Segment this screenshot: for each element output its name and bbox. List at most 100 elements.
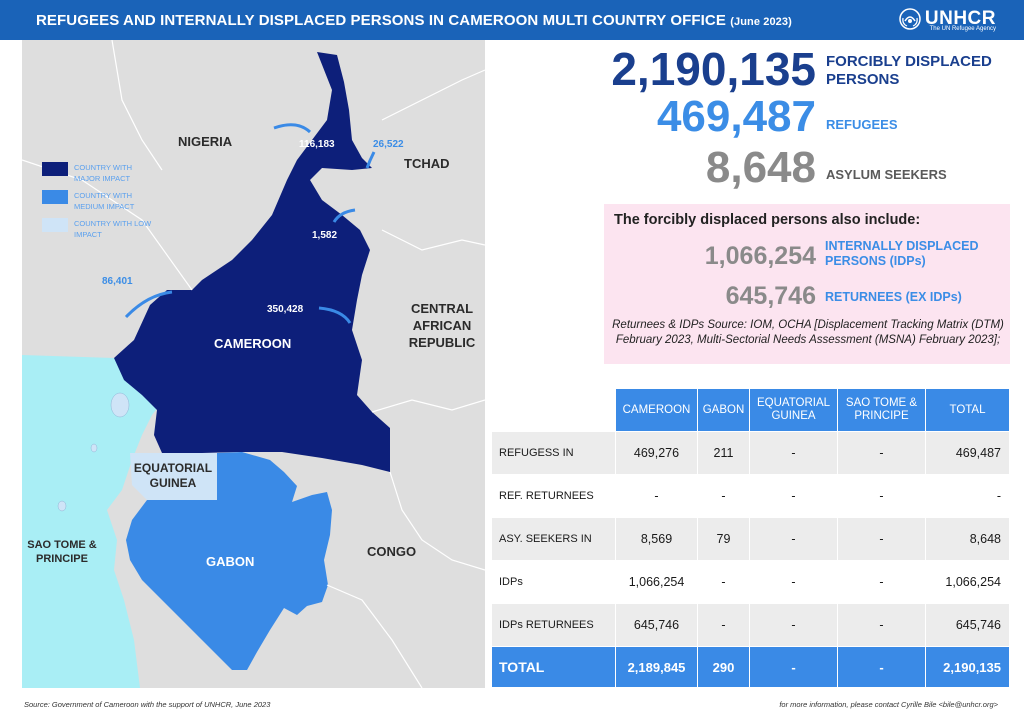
label-cameroon: CAMEROON	[214, 336, 292, 351]
idps-label: INTERNALLY DISPLACED PERSONS (IDPs)	[825, 239, 979, 268]
table-cell: -	[749, 474, 838, 518]
page-title: REFUGEES AND INTERNALLY DISPLACED PERSON…	[36, 12, 792, 29]
col-header-cameroon: CAMEROON	[615, 388, 698, 432]
table-cell: -	[697, 474, 750, 518]
table-cell: -	[749, 517, 838, 561]
flow-value-tchad: 26,522	[373, 139, 404, 150]
row-label: REF. RETURNEES	[491, 474, 616, 518]
flow-arrow-north	[332, 208, 356, 223]
flow-arrow-far-north	[273, 123, 312, 134]
col-header-total: TOTAL	[925, 388, 1010, 432]
equatorial-guinea-shape	[130, 453, 217, 500]
sao-tome-island	[57, 500, 67, 512]
unhcr-emblem-icon	[899, 8, 921, 30]
label-equatorial-guinea: EQUATORIAL GUINEA	[133, 461, 213, 490]
table-cell: 2,190,135	[925, 646, 1010, 688]
flow-arrow-west	[124, 290, 173, 319]
label-car: CENTRAL AFRICAN REPUBLIC	[408, 301, 476, 350]
table-cell: -	[749, 560, 838, 604]
table-total-row: TOTAL 2,189,845 290 - - 2,190,135	[491, 646, 1010, 688]
label-nigeria: NIGERIA	[178, 134, 233, 149]
table-row: IDPs 1,066,254 - - - 1,066,254	[491, 560, 1010, 604]
legend-label-low: COUNTRY WITH LOW IMPACT	[74, 219, 152, 239]
table-cell: 469,276	[615, 431, 698, 475]
population-table: CAMEROON GABON EQUATORIAL GUINEA SAO TOM…	[491, 388, 1010, 688]
table-cell: 79	[697, 517, 750, 561]
table-cell: -	[837, 474, 926, 518]
legend-swatch-low	[42, 218, 68, 232]
table-row: REFUGESS IN 469,276 211 - - 469,487	[491, 431, 1010, 475]
table-cell: -	[749, 646, 838, 688]
stat-forcibly-displaced-value: 2,190,135	[611, 43, 816, 95]
stat-forcibly-displaced-label: FORCIBLY DISPLACED PERSONS	[826, 53, 992, 88]
label-congo: CONGO	[367, 544, 417, 559]
table-cell: -	[925, 474, 1010, 518]
table-cell: -	[697, 560, 750, 604]
legend-swatch-major	[42, 162, 68, 176]
row-label: ASY. SEEKERS IN	[491, 517, 616, 561]
col-header-gabon: GABON	[697, 388, 750, 432]
table-cell: -	[749, 431, 838, 475]
stat-refugees-label: REFUGEES	[826, 117, 898, 132]
flow-value-north: 1,582	[312, 230, 338, 241]
legend-label-medium: COUNTRY WITH MEDIUM IMPACT	[74, 191, 135, 211]
table-cell: 645,746	[615, 603, 698, 647]
table-header-row: CAMEROON GABON EQUATORIAL GUINEA SAO TOM…	[491, 388, 1010, 432]
table-cell: 2,189,845	[615, 646, 698, 688]
returnees-source-note: Returnees & IDPs Source: IOM, OCHA [Disp…	[612, 319, 1004, 346]
map-panel: COUNTRY WITH MAJOR IMPACT COUNTRY WITH M…	[22, 40, 485, 688]
legend-item-medium: COUNTRY WITH MEDIUM IMPACT	[42, 190, 152, 212]
table-cell: 1,066,254	[615, 560, 698, 604]
row-label: REFUGESS IN	[491, 431, 616, 475]
table-corner-cell	[491, 388, 616, 432]
table-cell: -	[749, 603, 838, 647]
unhcr-logo: UNHCR The UN Refugee Agency	[899, 8, 996, 32]
flow-arrow-tchad	[365, 151, 376, 169]
row-label: IDPs RETURNEES	[491, 603, 616, 647]
border-lines	[22, 40, 485, 688]
legend-item-major: COUNTRY WITH MAJOR IMPACT	[42, 162, 152, 184]
table-cell: 8,648	[925, 517, 1010, 561]
table-cell: 1,066,254	[925, 560, 1010, 604]
table-cell: 8,569	[615, 517, 698, 561]
title-date: (June 2023)	[730, 16, 792, 28]
map-graphic	[22, 40, 485, 688]
returnees-label: RETURNEES (EX IDPs)	[825, 290, 962, 304]
principe-island	[90, 443, 98, 453]
logo-tagline: The UN Refugee Agency	[929, 26, 996, 32]
table-cell: 645,746	[925, 603, 1010, 647]
table-row: IDPs RETURNEES 645,746 - - - 645,746	[491, 603, 1010, 647]
table-cell: -	[837, 603, 926, 647]
table-cell: 469,487	[925, 431, 1010, 475]
table-cell: -	[837, 517, 926, 561]
cameroon-shape	[114, 52, 390, 472]
idps-value: 1,066,254	[704, 242, 816, 270]
sea-area	[22, 355, 162, 688]
also-include-heading: The forcibly displaced persons also incl…	[614, 212, 921, 228]
stat-refugees-value: 469,487	[656, 92, 816, 141]
legend-swatch-medium	[42, 190, 68, 204]
bioko-island	[110, 392, 130, 418]
flow-value-west: 86,401	[102, 276, 133, 287]
table-cell: -	[837, 646, 926, 688]
table-row: REF. RETURNEES - - - - -	[491, 474, 1010, 518]
flow-value-far-north: 116,183	[299, 139, 335, 150]
table-row: ASY. SEEKERS IN 8,569 79 - - 8,648	[491, 517, 1010, 561]
also-include-panel: The forcibly displaced persons also incl…	[604, 204, 1010, 364]
table-cell: -	[615, 474, 698, 518]
col-header-sao-tome: SAO TOME & PRINCIPE	[837, 388, 926, 432]
footer-source: Source: Government of Cameroon with the …	[24, 700, 271, 709]
footer-contact: for more information, please contact Cyr…	[779, 700, 998, 709]
stat-asylum-value: 8,648	[705, 143, 816, 192]
gabon-shape	[126, 452, 332, 670]
map-legend: COUNTRY WITH MAJOR IMPACT COUNTRY WITH M…	[42, 162, 152, 246]
total-row-label: TOTAL	[491, 646, 616, 688]
legend-item-low: COUNTRY WITH LOW IMPACT	[42, 218, 152, 240]
table-cell: -	[837, 431, 926, 475]
label-sao-tome: SAO TOME & PRINCIPE	[27, 539, 97, 565]
title-text: REFUGEES AND INTERNALLY DISPLACED PERSON…	[36, 12, 726, 29]
label-gabon: GABON	[206, 554, 255, 569]
col-header-equatorial-guinea: EQUATORIAL GUINEA	[749, 388, 838, 432]
label-tchad: TCHAD	[404, 156, 450, 171]
table-cell: 211	[697, 431, 750, 475]
